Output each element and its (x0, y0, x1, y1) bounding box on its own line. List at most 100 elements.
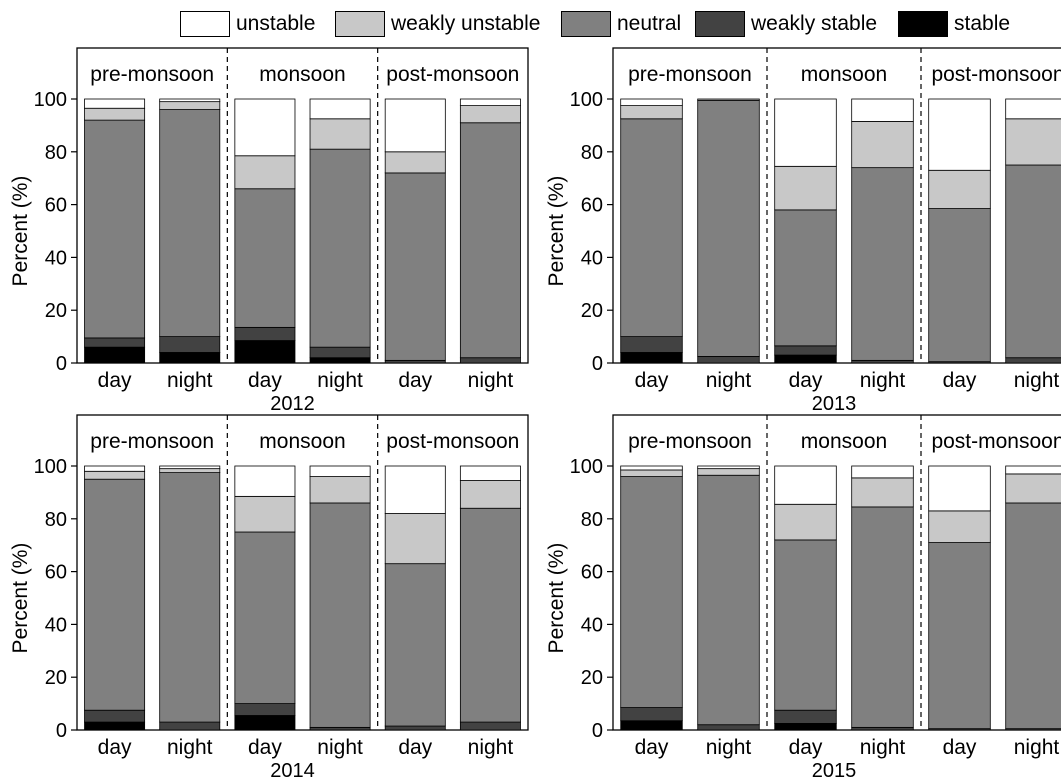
panel-2012-ytick-label: 20 (45, 300, 67, 322)
panel-2014-bar-1-weakly-stable (84, 709, 146, 723)
panel-2015-bar-2-weakly-stable (697, 724, 760, 731)
panel-2012-ytick-label: 0 (56, 353, 67, 375)
panel-2012-bar-1-weakly-stable (84, 337, 146, 348)
panel-2013-bar-6-neutral (1005, 164, 1061, 359)
legend-label-weakly-unstable: weakly unstable (391, 12, 541, 35)
panel-2013-bar-2-weakly-stable (697, 355, 760, 364)
panel-2013-frame (612, 47, 1061, 364)
panel-2013-ylabel: Percent (%) (545, 176, 568, 287)
legend-item-stable: stable (898, 10, 1010, 38)
panel-2015-xlabel: 2015 (812, 760, 857, 782)
panel-2015-ytick-label: 40 (581, 614, 603, 636)
panel-2015-bar-6-weakly-stable (1005, 728, 1061, 731)
panel-2014-ytick-label: 20 (45, 667, 67, 689)
panel-2012: pre-monsoon monsoon post-monsoon 0 20 40 60 80 1… (9, 47, 529, 415)
panel-2012-bar-6-weakly-stable (459, 357, 521, 364)
panel-2014-bar-3-stable (234, 715, 296, 731)
panel-2015-bar-4-weakly-stable (851, 726, 914, 731)
panel-2012-season-label: pre-monsoon (90, 63, 214, 86)
panel-2015-bar-2-weakly-unstable (697, 468, 760, 476)
panel-2015-bar-1-unstable (620, 465, 683, 471)
panel-2015-bar-3-weakly-unstable (774, 503, 837, 541)
legend-item-unstable: unstable (180, 10, 315, 38)
panel-2014-season-label: monsoon (259, 430, 345, 453)
panel-2013-bar-6-weakly-stable (1005, 357, 1061, 364)
panel-2012-bar-1-unstable (84, 98, 146, 109)
panel-2013-xtick-label: day (943, 369, 977, 392)
panel-2012-bar-1-weakly-unstable (84, 107, 146, 121)
legend-label-unstable: unstable (236, 12, 316, 35)
panel-2015-xtick-label: day (943, 736, 977, 759)
panel-2013-ytick-label: 40 (581, 247, 603, 269)
panel-2014-xtick-label: night (167, 736, 213, 759)
panel-2015: pre-monsoon monsoon post-monsoon 0 20 40 60 80 1… (545, 414, 1061, 782)
panel-2014-bar-5-unstable (384, 465, 446, 514)
panel-2014-season-label: post-monsoon (386, 430, 519, 453)
panel-2014-bar-1-stable (84, 721, 146, 731)
panel-2015-ytick-label: 20 (581, 667, 603, 689)
panel-2012-xtick-label: day (98, 369, 132, 392)
panel-2015-ytick-label: 80 (581, 509, 603, 531)
panel-2014-bar-1-weakly-unstable (84, 470, 146, 480)
panel-2015-bar-6-neutral (1005, 502, 1061, 730)
panel-2015-bar-5-neutral (928, 542, 991, 730)
panel-2014-bar-6-neutral (459, 507, 521, 723)
legend-swatch-neutral (561, 11, 611, 37)
panel-2012-xlabel: 2012 (270, 393, 315, 415)
panel-2012-bar-3-weakly-unstable (234, 155, 296, 190)
panel-2014-ytick-label: 0 (56, 720, 67, 742)
panel-2015-bar-3-unstable (774, 465, 837, 505)
panel-2015-bar-3-stable (774, 723, 837, 731)
panel-2012-bar-3-unstable (234, 98, 296, 157)
panel-2013-bar-3-stable (774, 354, 837, 364)
panel-2015-bar-1-weakly-unstable (620, 469, 683, 477)
panel-2013-xlabel: 2013 (812, 393, 857, 415)
panel-2014-bar-2-weakly-stable (159, 721, 221, 731)
panel-2015-season-label: pre-monsoon (628, 430, 752, 453)
panel-2012-bar-2-stable (159, 352, 221, 364)
panel-2013-bar-3-weakly-unstable (774, 165, 837, 211)
panel-2013-ytick-label: 20 (581, 300, 603, 322)
panel-2014-bar-1-unstable (84, 465, 146, 472)
panel-2014-xtick-label: night (468, 736, 514, 759)
panel-2013-ytick-label: 60 (581, 195, 603, 217)
panel-2012-bar-1-neutral (84, 119, 146, 339)
panel-2015-bar-5-weakly-unstable (928, 510, 991, 543)
panel-2014-ytick-label: 100 (34, 456, 67, 478)
panel-2012-bar-6-weakly-unstable (459, 105, 521, 124)
panel-2012-bar-5-weakly-stable (384, 359, 446, 364)
panel-2014-bar-4-unstable (309, 465, 371, 477)
panel-2013-season-label: pre-monsoon (628, 63, 752, 86)
panel-2013-xtick-label: day (635, 369, 669, 392)
panel-2013-xtick-label: day (789, 369, 823, 392)
panel-2012-bar-2-weakly-unstable (159, 101, 221, 110)
panel-2013-bar-5-unstable (928, 98, 991, 171)
panel-2013-bar-4-unstable (851, 98, 914, 122)
panel-2015-bar-3-weakly-stable (774, 709, 837, 724)
legend-item-neutral: neutral (561, 10, 681, 38)
panel-2014-ytick-label: 60 (45, 562, 67, 584)
panel-2014-xtick-label: day (398, 736, 432, 759)
legend-swatch-weakly-unstable (335, 11, 385, 37)
panel-2012-bar-2-neutral (159, 109, 221, 337)
legend-item-weakly-stable: weakly stable (695, 10, 877, 38)
legend-swatch-unstable (180, 11, 230, 37)
legend-item-weakly-unstable: weakly unstable (335, 10, 540, 38)
panel-2012-ytick-label: 60 (45, 195, 67, 217)
panel-2012-bar-4-weakly-unstable (309, 118, 371, 150)
panel-2014-bar-3-unstable (234, 465, 296, 497)
panel-2012-bar-2-unstable (159, 98, 221, 103)
panel-2013-bar-1-stable (620, 352, 683, 364)
panel-2015-bar-1-stable (620, 720, 683, 731)
panel-2012-bar-5-unstable (384, 98, 446, 153)
panel-2015-bar-2-unstable (697, 465, 760, 470)
panel-2014: pre-monsoon monsoon post-monsoon 0 20 40 60 80 1… (9, 414, 529, 782)
panel-2013-bar-5-neutral (928, 208, 991, 363)
legend-label-neutral: neutral (617, 12, 682, 35)
panel-2012-ytick-label: 100 (34, 89, 67, 111)
panel-2015-bar-1-weakly-stable (620, 707, 683, 722)
panel-2013-bar-5-weakly-unstable (928, 169, 991, 209)
panel-2015-season-label: post-monsoon (931, 430, 1061, 453)
panel-2013: pre-monsoon monsoon post-monsoon 0 20 40 60 80 1… (545, 47, 1061, 415)
